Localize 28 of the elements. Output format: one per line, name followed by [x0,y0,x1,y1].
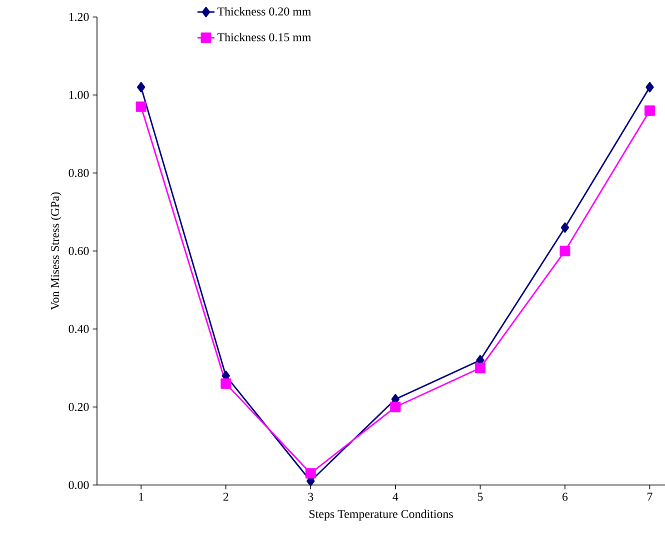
y-tick-label: 0.00 [68,480,89,490]
x-tick-label: 1 [139,492,144,501]
x-axis-title: Steps Temperature Conditions [310,510,453,520]
x-tick-label: 5 [478,492,483,501]
point [560,222,570,233]
x-tick-label: 7 [648,492,652,501]
point [644,105,655,116]
point [646,82,654,92]
point [136,101,146,112]
point [220,378,232,389]
x-tick-label: 3 [308,492,314,501]
y-axis-title: Von Misess Stress (GPa) [50,192,62,310]
y-tick-label: 0.80 [68,168,89,178]
y-tick-label: 1.20 [69,12,89,22]
y-tick-label: 0.60 [68,246,89,256]
legend-label: Thickness 0.20 mm [217,7,312,16]
point [560,246,570,256]
point [136,82,146,92]
point [474,362,486,374]
point [305,468,316,479]
x-tick-label: 6 [562,492,568,501]
legend-label: Thickness 0.15 mm [217,32,312,42]
point [390,402,401,412]
y-tick-label: 0.20 [68,402,89,412]
y-tick-label: 1.00 [69,90,89,100]
x-tick-label: 2 [223,492,228,501]
x-tick-label: 4 [392,492,398,501]
y-tick-label: 0.40 [68,324,89,334]
